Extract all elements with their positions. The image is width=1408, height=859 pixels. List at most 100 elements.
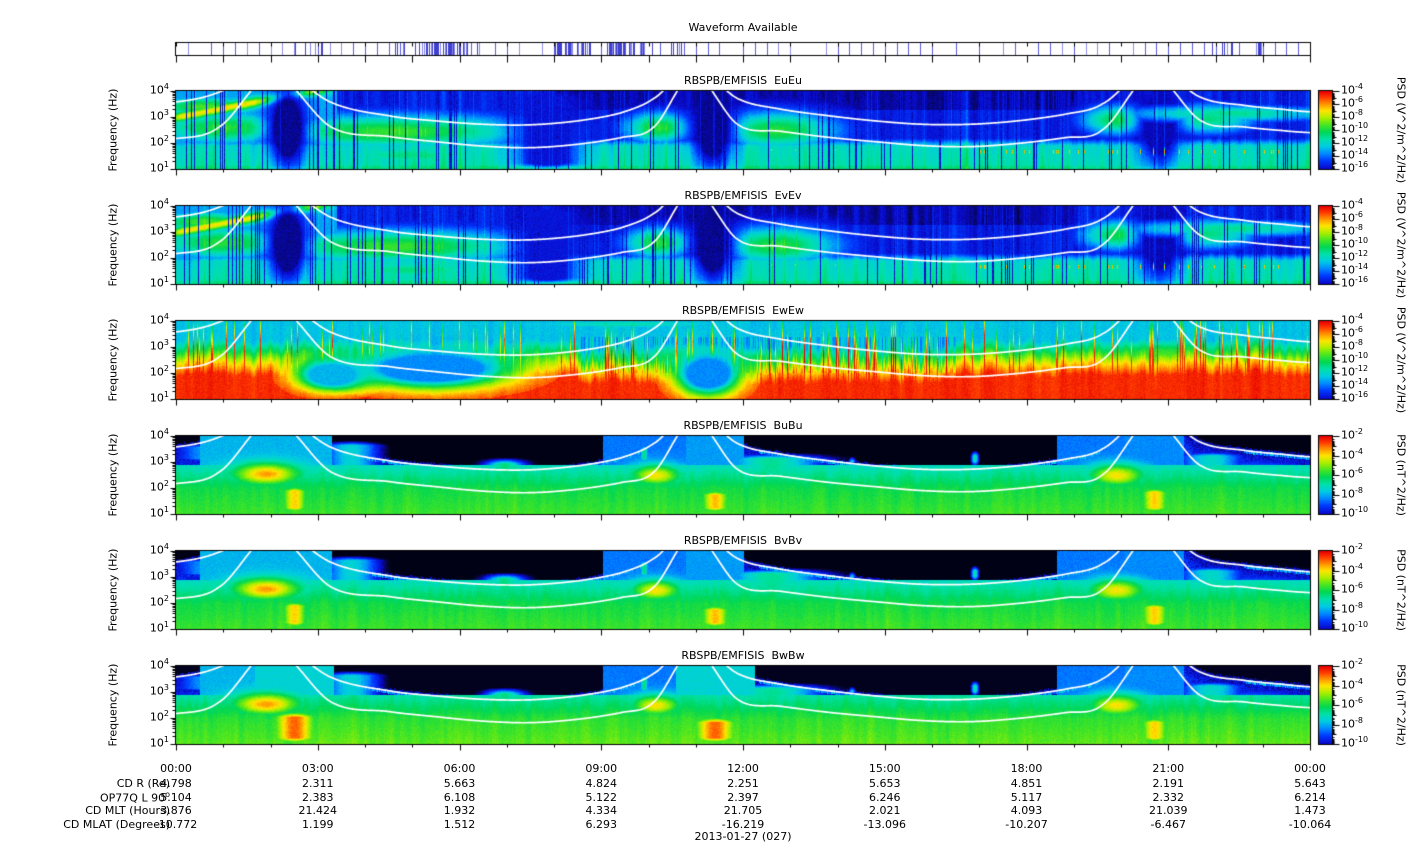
colorbar-tick-label: 10-14 [1341, 377, 1369, 392]
ephemeris-row-label: OP77Q L 90o [100, 789, 170, 805]
ephemeris-value: 5.643 [1294, 777, 1326, 790]
colorbar-tick-label: 10-16 [1341, 275, 1369, 290]
waveform-title: Waveform Available [688, 21, 798, 34]
ephemeris-value: 6.108 [443, 790, 476, 804]
y-axis-label: Frequency (Hz) [106, 548, 120, 632]
colorbar-tick-label: 10-6 [1341, 466, 1363, 481]
ephemeris-value: 6.246 [869, 790, 901, 804]
colorbar-tick-label: 10-16 [1341, 390, 1369, 405]
colorbar-unit-label: PSD (nT^2/Hz) [1394, 664, 1408, 746]
colorbar-tick-label: 10-10 [1341, 351, 1369, 366]
panel-title: RBSPB/EMFISIS EwEw [682, 304, 804, 317]
ephemeris-value: -10.207 [1005, 817, 1048, 831]
ephemeris-value: 4.093 [1010, 804, 1043, 817]
ephemeris-value: 2.251 [727, 777, 759, 790]
ephemeris-value: 4.824 [585, 777, 618, 790]
ephemeris-value: 1.932 [443, 804, 476, 817]
ephemeris-value: -10.772 [154, 817, 198, 831]
y-tick-label: 104 [149, 427, 169, 442]
x-tick-label: 15:00 [868, 762, 901, 775]
ephemeris-value: 5.653 [869, 777, 901, 790]
ephemeris-value: 2.383 [302, 790, 334, 804]
colorbar-tick-label: 10-8 [1341, 223, 1363, 238]
date-label: 2013-01-27 (027) [694, 830, 792, 843]
x-tick-label: 18:00 [1010, 762, 1043, 775]
y-tick-label: 102 [149, 479, 169, 494]
colorbar-tick-label: 10-4 [1341, 446, 1363, 462]
x-tick-label: 06:00 [443, 762, 476, 775]
colorbar-tick-label: 10-6 [1341, 581, 1363, 596]
colorbar-tick-label: 10-10 [1341, 236, 1369, 251]
panel-title: RBSPB/EMFISIS BwBw [681, 649, 805, 662]
y-tick-label: 102 [149, 709, 169, 724]
ephemeris-value: 21.424 [298, 804, 338, 817]
y-tick-label: 103 [149, 338, 169, 353]
ephemeris-value: 2.191 [1152, 777, 1185, 790]
colorbar-tick-label: 10-8 [1341, 715, 1363, 731]
colorbar-tick-label: 10-12 [1341, 364, 1369, 379]
colorbar-tick-label: 10-6 [1341, 696, 1363, 711]
y-tick-label: 103 [149, 453, 169, 468]
colorbar-tick-label: 10-8 [1341, 108, 1363, 123]
y-tick-label: 104 [149, 542, 169, 557]
colorbar-unit-label: PSD (nT^2/Hz) [1394, 434, 1408, 516]
colorbar-tick-label: 10-8 [1341, 600, 1363, 616]
colorbar-tick-label: 10-12 [1341, 134, 1369, 149]
y-tick-label: 102 [149, 364, 169, 379]
ephemeris-value: 2.021 [869, 804, 901, 817]
colorbar-tick-label: 10-6 [1341, 95, 1363, 110]
y-axis-label: Frequency (Hz) [106, 433, 120, 517]
colorbar-unit-label: PSD (nT^2/Hz) [1394, 549, 1408, 631]
y-tick-label: 104 [149, 82, 169, 97]
y-tick-label: 104 [149, 312, 169, 327]
y-axis-label: Frequency (Hz) [106, 318, 120, 402]
y-tick-label: 103 [149, 223, 169, 238]
panel-title: RBSPB/EMFISIS EuEu [684, 74, 802, 87]
colorbar-unit-label: PSD (V^2/m^2/Hz) [1394, 306, 1408, 414]
panel-title: RBSPB/EMFISIS BvBv [683, 534, 803, 547]
colorbar-tick-label: 10-2 [1341, 657, 1363, 672]
colorbar-tick-label: 10-12 [1341, 249, 1369, 264]
colorbar-tick-label: 10-14 [1341, 262, 1369, 277]
y-tick-label: 101 [149, 160, 169, 175]
colorbar-tick-label: 10-10 [1341, 121, 1369, 136]
colorbar-tick-label: 10-16 [1341, 160, 1369, 175]
ephemeris-row-label: CD R (Re) [116, 777, 170, 790]
y-axis-label: Frequency (Hz) [106, 203, 120, 287]
x-tick-label: 00:00 [160, 762, 192, 775]
ephemeris-value: 2.397 [727, 790, 759, 804]
ephemeris-value: -16.219 [721, 817, 765, 831]
y-tick-label: 101 [149, 275, 169, 290]
x-tick-label: 00:00 [1294, 762, 1326, 775]
ephemeris-value: 5.104 [160, 790, 192, 804]
y-tick-label: 101 [149, 390, 169, 405]
ephemeris-value: -6.467 [1150, 817, 1186, 831]
ephemeris-value: 21.705 [723, 804, 763, 817]
x-tick-label: 09:00 [585, 762, 618, 775]
colorbar-tick-label: 10-6 [1341, 325, 1363, 340]
ephemeris-value: -10.064 [1288, 817, 1332, 831]
ephemeris-value: 6.293 [585, 817, 618, 831]
colorbar-tick-label: 10-4 [1341, 312, 1363, 327]
ephemeris-value: 2.332 [1152, 790, 1185, 804]
colorbar-tick-label: 10-10 [1341, 735, 1369, 750]
panel-title: RBSPB/EMFISIS EvEv [684, 189, 802, 202]
ephemeris-value: 1.199 [302, 817, 334, 831]
y-tick-label: 104 [149, 657, 169, 672]
ephemeris-value: 5.663 [443, 777, 476, 790]
ephemeris-value: 5.122 [585, 790, 618, 804]
ephemeris-row-label: CD MLAT (Degrees) [63, 817, 170, 831]
colorbar-tick-label: 10-10 [1341, 620, 1369, 635]
colorbar-tick-label: 10-14 [1341, 147, 1369, 162]
y-tick-label: 103 [149, 108, 169, 123]
y-tick-label: 102 [149, 134, 169, 149]
y-tick-label: 101 [149, 505, 169, 520]
ephemeris-value: 4.334 [585, 804, 618, 817]
colorbar-unit-label: PSD (V^2/m^2/Hz) [1394, 191, 1408, 299]
colorbar-tick-label: 10-8 [1341, 338, 1363, 353]
y-tick-label: 104 [149, 197, 169, 212]
y-axis-label: Frequency (Hz) [106, 88, 120, 172]
ephemeris-value: 1.512 [443, 817, 476, 831]
y-tick-label: 103 [149, 683, 169, 698]
